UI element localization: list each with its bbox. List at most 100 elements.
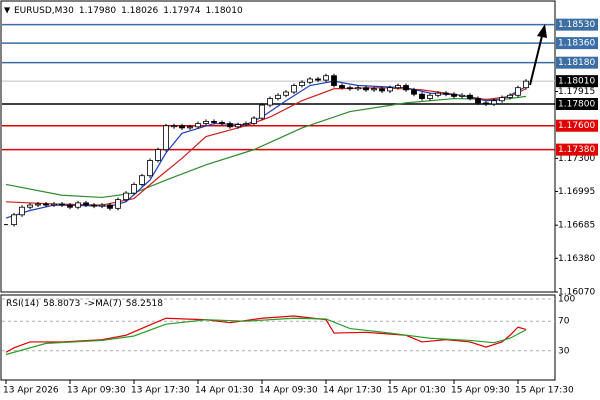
candle (251, 117, 257, 124)
candle (499, 97, 505, 102)
level-label: 1.17600 (558, 121, 595, 131)
rsi-title: RSI(14) (6, 299, 39, 309)
level-box (556, 18, 598, 31)
candle (491, 100, 497, 105)
y-tick-label: 70 (558, 317, 570, 327)
x-tick-label: 15 Apr 01:30 (387, 386, 446, 396)
x-tick-label: 13 Apr 09:30 (67, 386, 126, 396)
candle (515, 87, 521, 96)
candle (163, 125, 169, 151)
y-tick-label: 1.16070 (558, 288, 595, 298)
candle (43, 203, 49, 206)
candle (299, 81, 305, 86)
candle (99, 204, 105, 207)
line-series (5, 315, 527, 353)
level-label: 1.18360 (558, 39, 595, 49)
y-tick-label: 1.16380 (558, 254, 595, 264)
menu-icon: ▼ (4, 6, 11, 15)
rsi-value: 58.8073 (43, 299, 80, 309)
candle (363, 87, 369, 91)
candle (219, 122, 225, 124)
candle (11, 214, 17, 226)
candle (483, 102, 489, 105)
candle (67, 204, 73, 208)
candle (523, 80, 529, 89)
y-tick-label: 1.17915 (558, 87, 595, 97)
symbol-header: EURUSD,M30 1.17980 1.18026 1.17974 1.18010 (14, 6, 243, 16)
y-tick-label: 100 (558, 295, 575, 305)
arrow-annotation (529, 24, 547, 86)
ohlc-value: 1.17974 (163, 6, 200, 16)
candle (443, 92, 449, 95)
ma-title: ->MA(7) (84, 299, 121, 309)
level-box (556, 119, 598, 132)
candle (195, 123, 201, 128)
ohlc-value: 1.17980 (79, 6, 116, 16)
candle (267, 98, 273, 106)
candle (459, 94, 465, 97)
candle (451, 93, 457, 97)
candle (19, 206, 25, 216)
candle (227, 123, 233, 128)
candle (371, 88, 377, 91)
candle (91, 204, 97, 207)
level-box (556, 37, 598, 50)
candle (283, 91, 289, 96)
candle (355, 87, 361, 90)
candle (75, 202, 81, 208)
level-label: 1.17800 (558, 99, 595, 109)
symbol-title: EURUSD,M30 (14, 6, 74, 16)
candle (403, 85, 409, 91)
y-tick-label: 30 (558, 346, 570, 356)
candle (275, 94, 281, 99)
ohlc-value: 1.18010 (206, 6, 243, 16)
y-tick-label: 1.16685 (558, 221, 595, 231)
price-frame (0, 0, 556, 293)
y-tick-label: 1.17300 (558, 154, 595, 164)
ma-value: 58.2518 (126, 299, 163, 309)
candle (315, 78, 321, 81)
candle (427, 94, 433, 99)
candle (147, 160, 153, 177)
candle (211, 120, 217, 123)
candle (395, 85, 401, 89)
candle (27, 204, 33, 208)
candle (323, 75, 329, 81)
candle (131, 184, 137, 194)
candle (83, 202, 89, 206)
candle (123, 192, 129, 201)
line-series (5, 317, 527, 356)
last-price-label: 1.18010 (558, 77, 595, 87)
x-tick-label: 15 Apr 09:30 (451, 386, 510, 396)
level-label: 1.18530 (558, 20, 595, 30)
x-tick-label: 13 Apr 2026 (3, 386, 59, 396)
candle (291, 85, 297, 93)
y-tick-label: 1.16995 (558, 187, 595, 197)
level-label: 1.17380 (558, 145, 595, 155)
candle (339, 85, 345, 89)
candle (307, 78, 313, 83)
candle (419, 93, 425, 99)
candle (35, 203, 41, 206)
level-label: 1.18180 (558, 58, 595, 68)
level-box (556, 56, 598, 69)
candle (51, 203, 57, 206)
candle (203, 120, 209, 124)
rsi-header: RSI(14) 58.8073 ->MA(7) 58.2518 (6, 299, 163, 309)
x-tick-label: 14 Apr 17:30 (323, 386, 382, 396)
ohlc-value: 1.18026 (121, 6, 158, 16)
candle (435, 92, 441, 96)
line-series (5, 87, 527, 206)
candle (171, 125, 177, 128)
candle (475, 98, 481, 104)
level-box (556, 143, 598, 156)
candle (379, 88, 385, 92)
candle (347, 87, 353, 90)
last-price-box (556, 75, 598, 88)
candle (179, 125, 185, 129)
candle (243, 123, 249, 126)
rsi-frame (0, 294, 556, 381)
candle (467, 94, 473, 99)
candle (331, 75, 337, 86)
